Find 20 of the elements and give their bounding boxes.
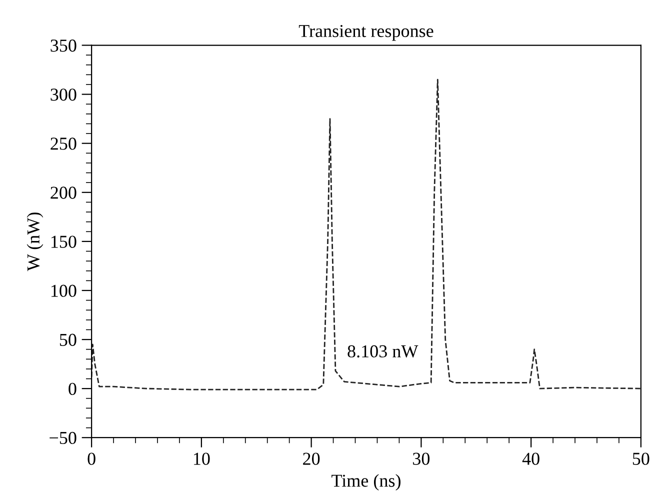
chart-title: Transient response [298, 24, 434, 41]
y-tick-label: 100 [51, 284, 76, 297]
y-tick-label: 0 [68, 382, 76, 396]
y-axis-title: W (nW) [26, 212, 44, 272]
y-tick-label: 300 [50, 88, 76, 101]
x-tick-label: 10 [194, 452, 210, 465]
x-axis-title: Time (ns) [332, 474, 400, 490]
y-tick-label: −50 [50, 432, 76, 444]
x-tick-label: 20 [303, 452, 320, 465]
x-tick-label: 0 [88, 452, 96, 465]
x-tick-label: 40 [522, 452, 540, 465]
line-series [92, 78, 641, 390]
y-tick-label: 200 [50, 186, 76, 199]
y-tick-label: 150 [51, 236, 76, 248]
y-tick-label: 50 [60, 334, 76, 346]
x-tick-label: 50 [632, 452, 650, 465]
x-tick-label: 30 [413, 452, 430, 465]
y-tick-label: 350 [50, 40, 76, 52]
y-tick-label: 250 [50, 138, 76, 150]
annotation: 8.103 nW [348, 345, 418, 358]
